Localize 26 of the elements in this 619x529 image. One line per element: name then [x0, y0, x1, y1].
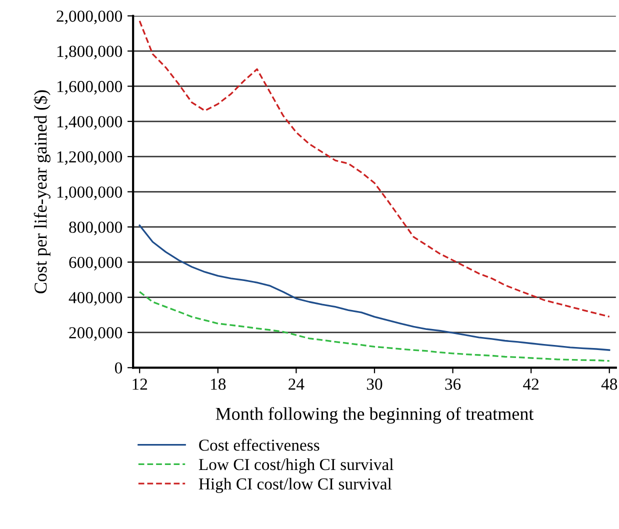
legend-label: Cost effectiveness	[199, 438, 320, 451]
x-tick-label: 24	[288, 378, 304, 390]
x-tick-label: 30	[366, 378, 382, 390]
y-tick-label: 0	[114, 362, 122, 374]
y-tick-label: 600,000	[69, 256, 122, 270]
line-series	[138, 20, 610, 318]
line-series	[138, 224, 610, 351]
y-tick-label: 1,800,000	[57, 46, 122, 60]
y-tick-label: 400,000	[68, 292, 122, 306]
y-axis-title: Cost per life-year gained ($)	[33, 90, 50, 294]
y-tick-label: 2,000,000	[56, 10, 122, 24]
y-tick-label: 1,600,000	[57, 80, 122, 95]
x-axis-title: Month following the beginning of treatment	[216, 407, 534, 424]
legend-label: Low CI cost/high CI survival	[198, 458, 394, 474]
legend-label: High CI cost/low CI survival	[198, 478, 392, 494]
y-tick-label: 1,400,000	[57, 116, 122, 130]
x-tick-label: 18	[211, 378, 226, 390]
line-series	[138, 291, 610, 362]
x-tick-label: 12	[132, 378, 148, 390]
y-tick-label: 1,200,000	[57, 151, 122, 165]
y-tick-label: 200,000	[69, 327, 122, 341]
x-tick-label: 36	[445, 378, 461, 390]
y-tick-label: 800,000	[69, 222, 122, 236]
x-tick-label: 42	[523, 378, 538, 390]
x-tick-label: 48	[601, 378, 618, 390]
y-tick-label: 1,000,000	[57, 186, 122, 200]
